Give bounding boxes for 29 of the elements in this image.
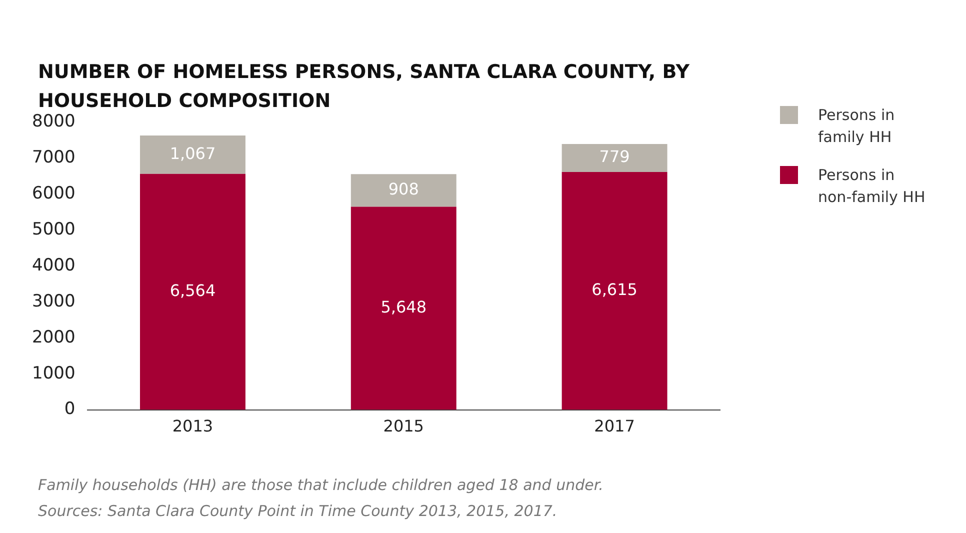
bar [350,174,456,207]
legend-label: Persons in family HH [818,105,896,148]
y-tick-label: 7000 [32,148,76,168]
x-tick-label: 2015 [383,416,424,436]
bar [562,172,668,410]
bar [562,144,668,172]
y-tick-label: 2000 [32,327,76,348]
y-tick-label: 6000 [32,184,76,204]
y-tick-label: 5000 [32,219,76,240]
y-tick-label: 1000 [32,363,76,384]
text: Family households (HH) are those that include children aged 18 and under. [38,475,604,496]
y-tick-label: 0 [64,399,76,420]
data-label: 908 [388,180,419,199]
bar [140,174,246,410]
x-tick-label: 2013 [172,416,214,436]
source-note: Sources: Santa Clara County Point in Time County 2013, 2015, 2017. [38,501,558,522]
data-label: 6,615 [592,280,638,300]
data-label: 1,067 [170,144,216,163]
y-tick-label: 8000 [32,112,76,132]
bar [140,135,246,174]
y-tick-label: 4000 [32,255,76,276]
legend-label: Persons in non-family HH [818,165,926,208]
y-tick-label: 3000 [32,291,76,312]
bar [350,206,456,410]
data-label: 5,648 [380,297,427,316]
data-label: 6,564 [170,280,216,300]
x-tick-label: 2017 [594,416,635,436]
data-label: 779 [599,147,630,166]
chart-title: NUMBER OF HOMELESS PERSONS, SANTA CLARA COUNTY, BY HOUSEHOLD COMPOSITION [38,60,690,114]
